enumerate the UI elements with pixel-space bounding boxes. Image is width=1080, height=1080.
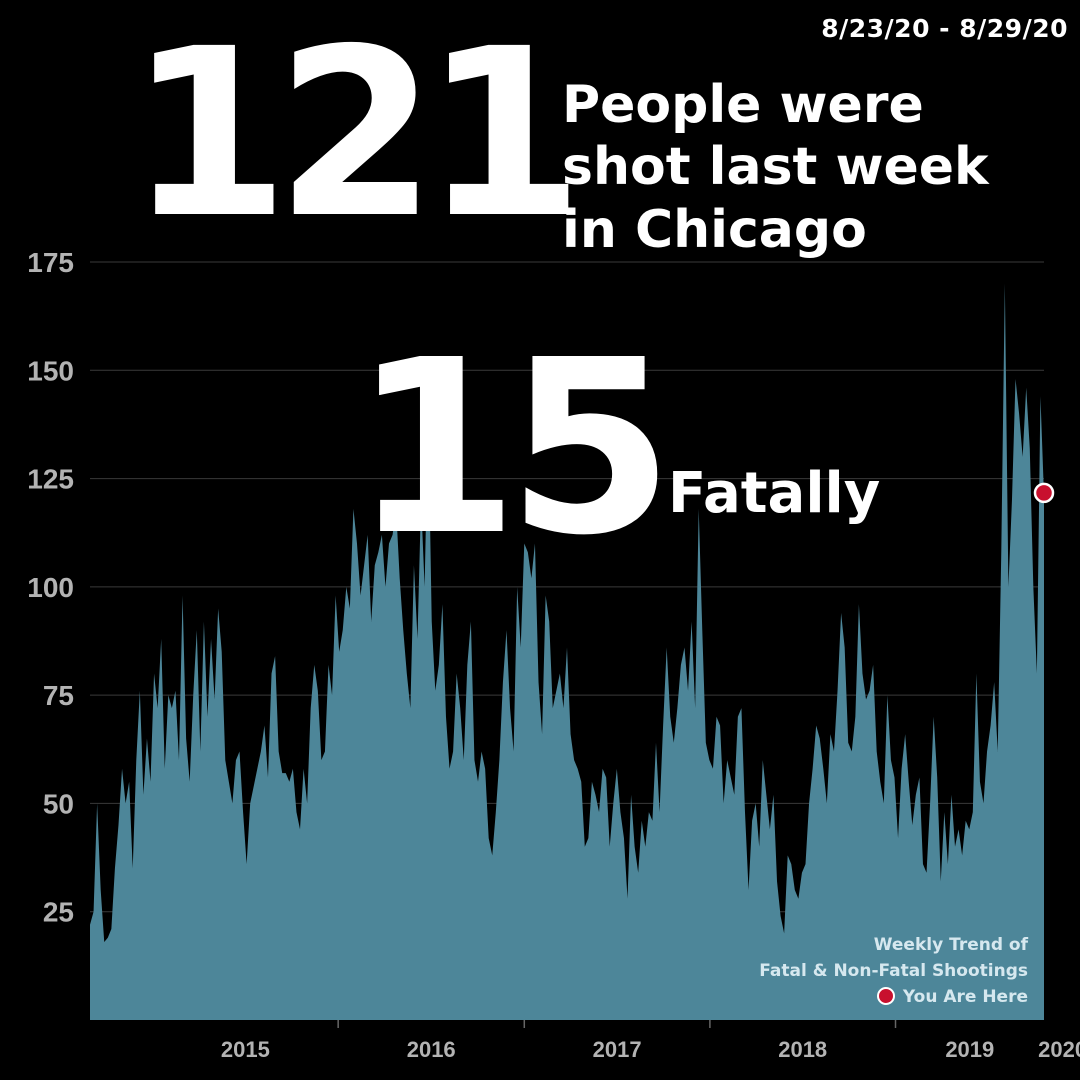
weekly-shootings-area [90,283,1044,1020]
x-axis: 2015 2016 2017 2018 2019 2020 [221,1020,1080,1062]
x-tick-label: 2015 [221,1037,270,1062]
fatal-count: 15 [352,308,674,588]
date-range: 8/23/20 - 8/29/20 [821,14,1068,43]
x-tick-label: 2020 [1038,1037,1080,1062]
y-tick-label: 175 [27,247,74,278]
legend-marker-label: You Are Here [902,987,1028,1007]
y-tick-label: 75 [43,680,74,711]
headline-line-2: shot last week [562,137,989,198]
legend-marker-row: You Are Here [759,984,1028,1010]
y-tick-label: 125 [27,464,74,495]
total-shot-count: 121 [128,0,584,269]
y-tick-label: 50 [43,788,74,819]
x-tick-label: 2019 [945,1037,994,1062]
fatal-label: Fatally [668,461,881,526]
y-tick-label: 150 [27,355,74,386]
headline: People were shot last week in Chicago [562,74,1062,261]
headline-line-3: in Chicago [562,199,867,260]
x-tick-label: 2017 [593,1037,642,1062]
legend-marker-dot [876,987,895,1005]
y-axis-ticks: 25 50 75 100 125 150 175 [27,247,74,928]
x-tick-label: 2018 [778,1037,827,1062]
headline-line-1: People were [562,75,924,135]
y-tick-label: 25 [43,897,74,928]
chart-legend: Weekly Trend of Fatal & Non-Fatal Shooti… [759,932,1028,1010]
legend-title-line-1: Weekly Trend of [873,935,1028,955]
x-tick-label: 2016 [407,1037,456,1062]
you-are-here-marker [1033,482,1055,504]
y-tick-label: 100 [27,572,74,603]
legend-title-line-2: Fatal & Non-Fatal Shootings [759,961,1028,981]
